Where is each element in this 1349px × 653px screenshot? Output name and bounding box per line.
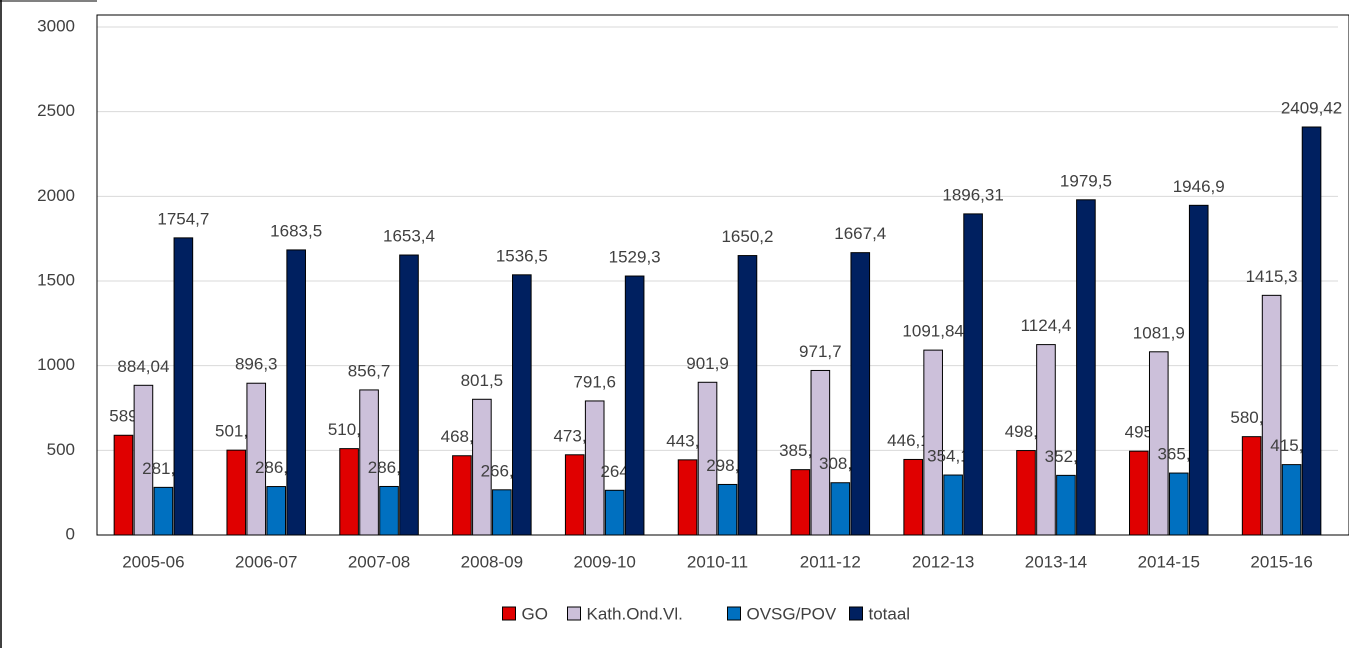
x-tick-label: 2015-16 [1250,552,1312,571]
bar [564,454,585,536]
bar [1148,351,1169,536]
data-label: 1415,3 [1246,267,1298,286]
legend-label: GO [522,604,548,623]
legend-label: totaal [869,604,911,623]
data-label: 1124,4 [1021,316,1072,335]
bar [492,489,512,536]
bar [452,455,472,536]
x-tick-label: 2014-15 [1138,552,1200,571]
y-tick-label: 2500 [37,101,75,120]
data-label: 1896,31 [942,185,1003,204]
bar [246,382,267,536]
bar [1076,199,1096,536]
bar [1129,450,1149,536]
x-tick-label: 2007-08 [348,552,410,571]
x-tick-label: 2011-12 [800,552,861,571]
legend-swatch [567,606,581,621]
y-tick-label: 0 [66,524,75,543]
bar [943,474,963,536]
bar [113,434,134,536]
bar [133,384,154,536]
bar [1301,126,1322,536]
data-label: 589 [109,407,137,426]
bar [810,369,831,536]
bar [472,398,492,536]
bar [1056,474,1076,536]
bar [399,254,419,536]
bar [359,389,379,536]
bar [790,469,811,536]
data-label: 896,3 [235,355,278,374]
data-label: 1529,3 [609,248,661,267]
y-tick-label: 2000 [37,186,75,205]
bar [1281,464,1302,536]
bar [737,255,758,536]
data-label: 971,7 [799,342,842,361]
bar [624,275,645,536]
data-label: 884,04 [117,357,169,376]
bar [1016,450,1036,536]
y-tick-label: 500 [47,440,75,459]
data-label: 2409,42 [1281,98,1342,117]
data-label: 1754,7 [157,209,209,228]
bar [1188,204,1209,536]
bar [379,485,399,536]
bar [1261,294,1282,536]
data-label: 1667,4 [834,224,886,243]
bar [226,449,247,536]
bar [963,213,983,536]
bar [173,237,194,536]
y-tick-label: 3000 [37,16,75,35]
x-tick-label: 2006-07 [235,552,297,571]
legend-swatch [727,606,741,621]
bar [512,274,532,536]
bar [677,459,698,536]
x-tick-label: 2009-10 [573,552,635,571]
bar [1168,472,1189,536]
data-label: 1979,5 [1060,171,1112,190]
x-tick-label: 2005-06 [122,552,184,571]
legend-label: OVSG/POV [747,604,837,623]
legend-label: Kath.Ond.Vl. [587,604,683,623]
bar [903,458,923,536]
bar [1241,436,1262,536]
x-tick-label: 2013-14 [1025,552,1087,571]
data-label: 495 [1125,423,1153,442]
data-label: 1653,4 [383,227,435,246]
bar [604,489,625,536]
x-tick-label: 2008-09 [461,552,523,571]
bar [697,381,718,536]
legend-swatch [502,606,516,621]
bar [1036,344,1056,536]
data-label: 1946,9 [1173,177,1225,196]
data-label: 1650,2 [721,227,773,246]
bar [339,448,359,536]
bar [830,482,851,536]
data-label: 1091,84 [902,322,963,341]
x-tick-label: 2012-13 [912,552,974,571]
data-label: 856,7 [348,361,391,380]
bar [923,349,943,536]
legend-swatch [849,606,863,621]
y-tick-label: 1000 [37,355,75,374]
bar [717,483,738,536]
data-label: 1536,5 [496,246,548,265]
data-label: 791,6 [573,372,616,391]
x-tick-label: 2010-11 [687,552,748,571]
data-label: 1683,5 [270,221,322,240]
bar [850,252,871,536]
data-label: 801,5 [461,371,504,390]
bar [584,400,605,536]
data-label: 901,9 [686,354,729,373]
data-label: 1081,9 [1133,323,1185,342]
bar [286,249,306,536]
bar [153,486,174,536]
y-tick-label: 1500 [37,270,75,289]
data-label: 264 [600,462,628,481]
bar [266,486,287,536]
